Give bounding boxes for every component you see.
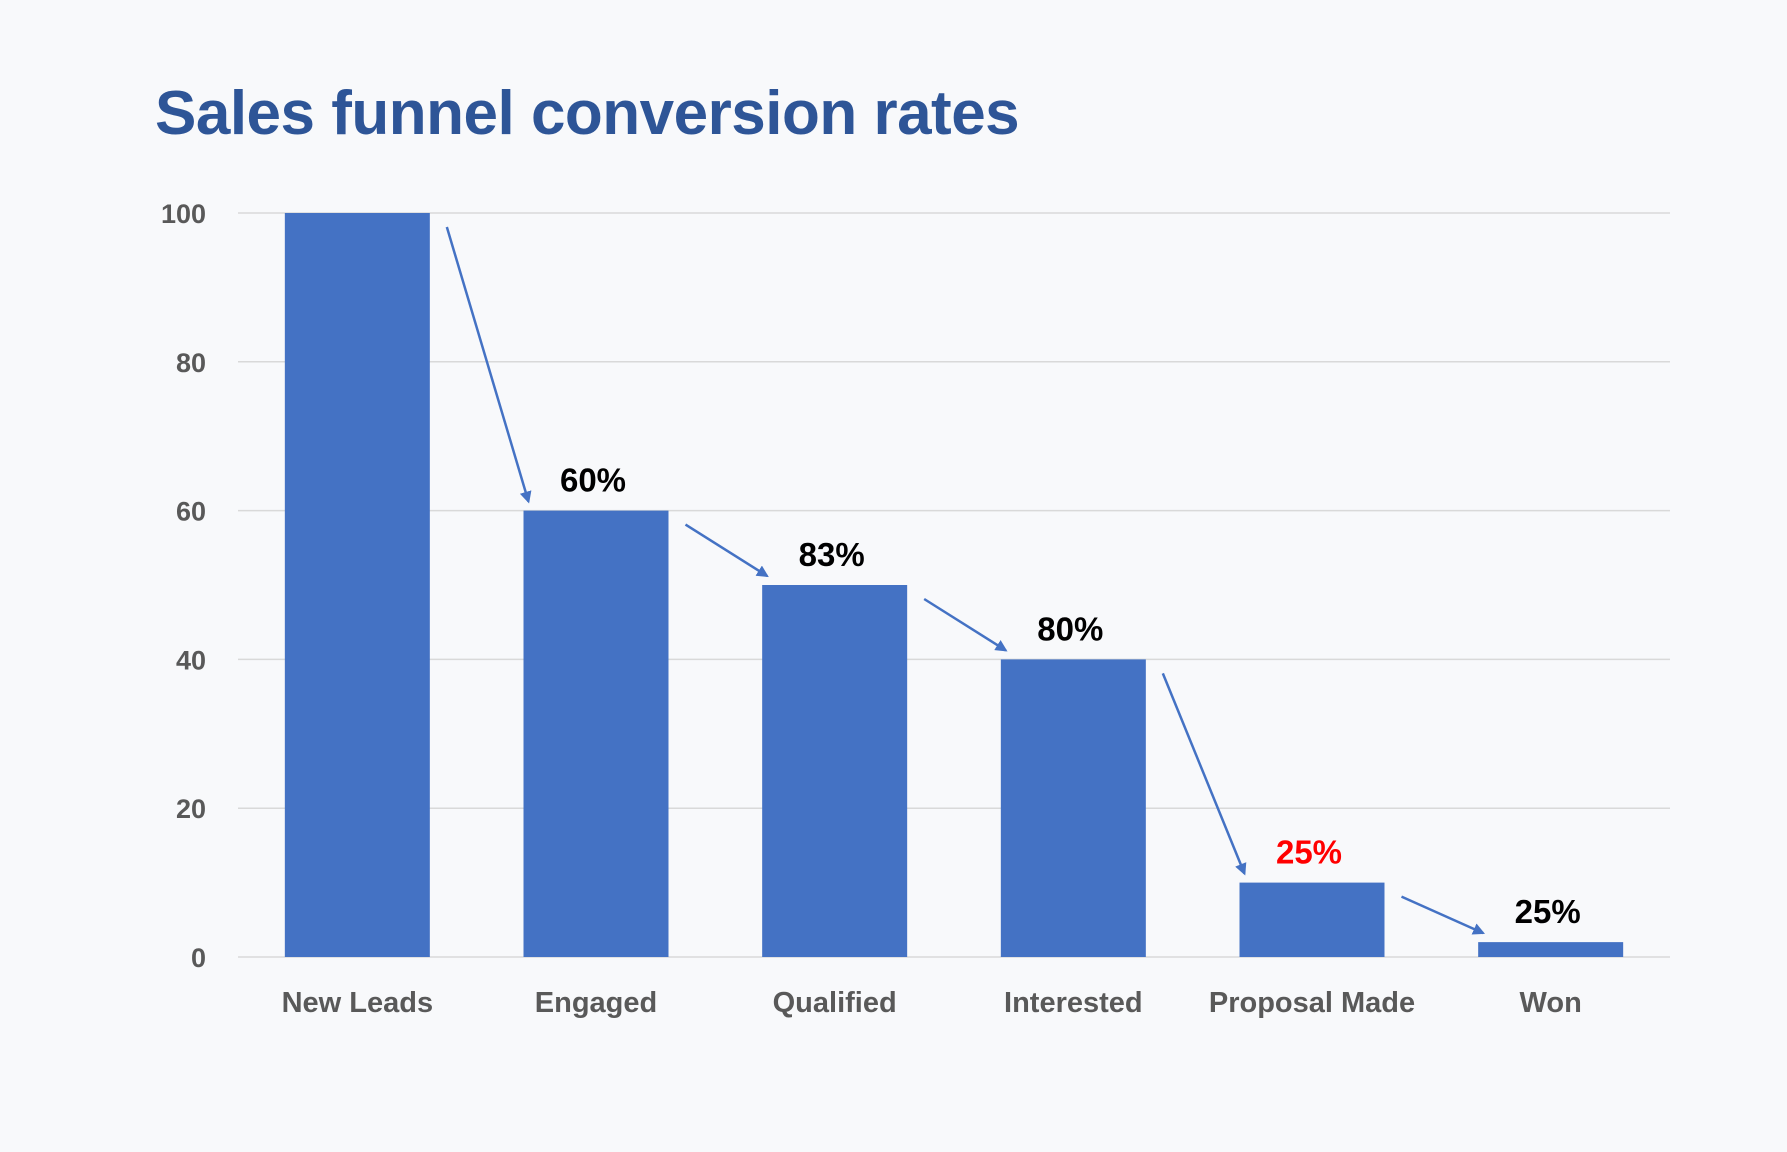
bars — [284, 213, 1624, 957]
arrows — [445, 226, 1485, 935]
bar — [1239, 882, 1385, 957]
x-tick-label: Engaged — [535, 987, 657, 1019]
conversion-rate-label: 80% — [1037, 610, 1103, 647]
x-tick-label: Proposal Made — [1209, 987, 1415, 1019]
conversion-arrow — [923, 597, 1008, 652]
y-tick-label: 60 — [176, 497, 206, 527]
y-tick-label: 40 — [176, 645, 206, 675]
y-tick-label: 100 — [161, 199, 206, 229]
y-tick-label: 20 — [176, 794, 206, 824]
conversion-rate-label: 25% — [1515, 893, 1581, 930]
chart-title: Sales funnel conversion rates — [155, 79, 1020, 148]
bar — [284, 213, 430, 957]
labels: 0 20 40 60 80 100 New Leads Engaged 60% Qualified… — [161, 199, 1582, 1019]
bar — [762, 585, 908, 957]
y-tick-label: 80 — [176, 348, 206, 378]
x-tick-label: Interested — [1004, 987, 1143, 1019]
conversion-arrow — [684, 523, 769, 578]
conversion-rate-label: 60% — [560, 462, 626, 499]
bar — [523, 510, 669, 957]
conversion-rate-label: 83% — [799, 536, 865, 573]
bar — [1000, 659, 1146, 957]
bar — [1478, 942, 1624, 957]
conversion-arrow — [1400, 895, 1485, 935]
conversion-rate-label: 25% — [1276, 834, 1342, 871]
x-tick-label: New Leads — [282, 987, 434, 1019]
x-tick-label: Qualified — [773, 987, 897, 1019]
conversion-arrow — [1161, 672, 1247, 876]
y-tick-label: 0 — [191, 943, 206, 973]
conversion-arrow — [445, 226, 532, 504]
x-tick-label: Won — [1520, 987, 1582, 1019]
gridlines — [238, 212, 1670, 958]
